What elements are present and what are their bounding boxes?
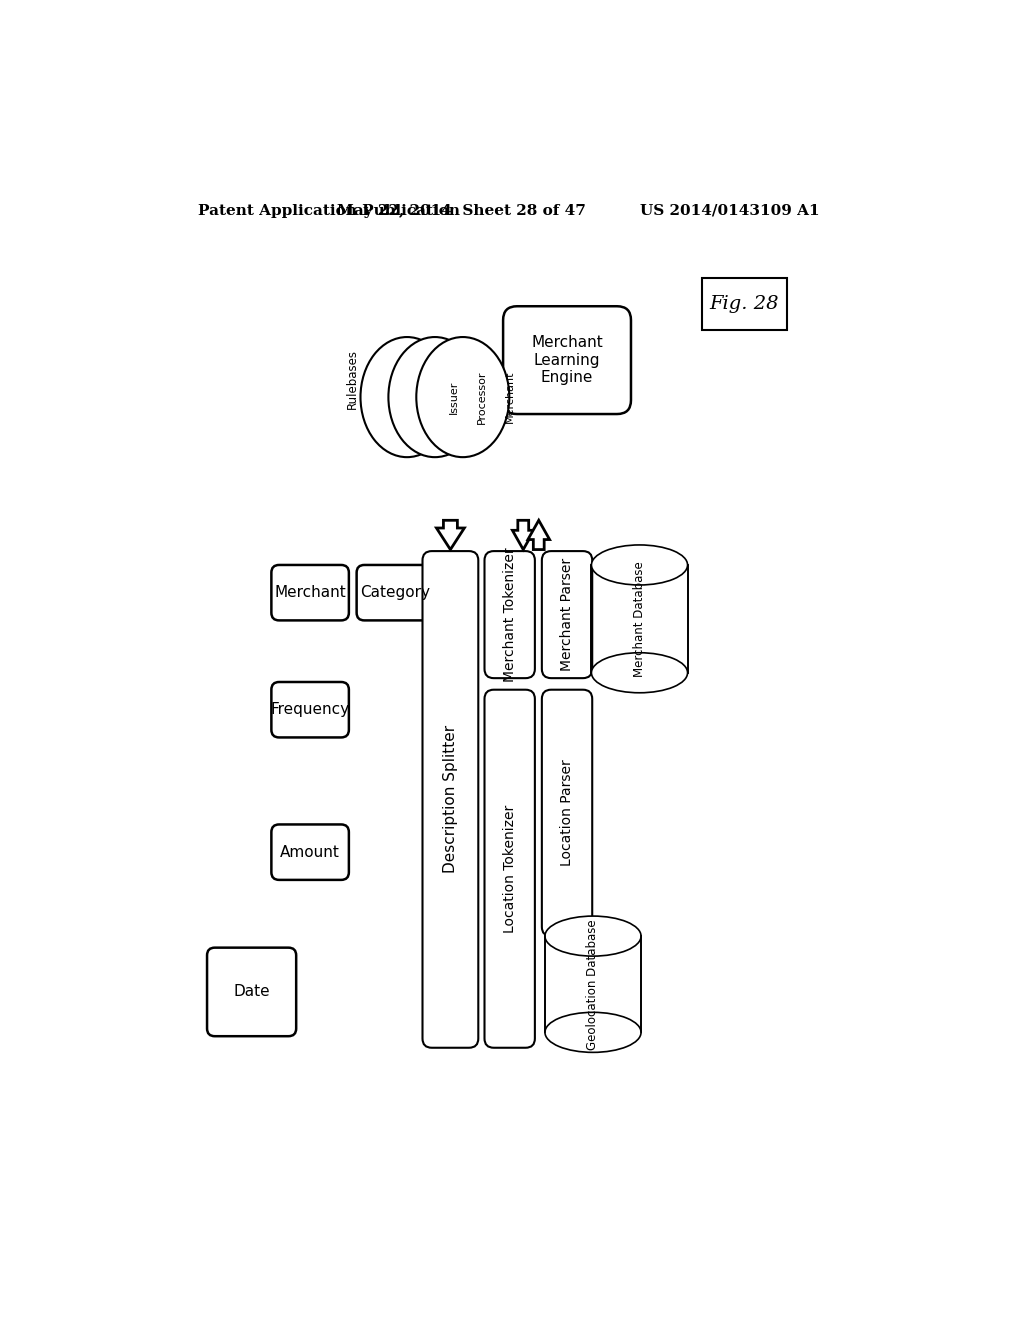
Text: Location Tokenizer: Location Tokenizer (503, 805, 517, 933)
Ellipse shape (592, 653, 687, 693)
Text: Geolocation Database: Geolocation Database (587, 919, 599, 1049)
Polygon shape (512, 520, 535, 549)
Polygon shape (545, 936, 641, 1032)
FancyBboxPatch shape (271, 825, 349, 880)
Polygon shape (592, 565, 687, 673)
Text: Amount: Amount (281, 845, 340, 859)
FancyBboxPatch shape (423, 552, 478, 1048)
Text: Merchant Database: Merchant Database (633, 561, 646, 677)
Text: Merchant
Learning
Engine: Merchant Learning Engine (531, 335, 603, 385)
Text: Merchant: Merchant (274, 585, 346, 601)
Text: Merchant: Merchant (505, 371, 515, 424)
Text: Patent Application Publication: Patent Application Publication (198, 203, 460, 218)
Ellipse shape (360, 337, 454, 457)
Text: Description Splitter: Description Splitter (443, 726, 458, 874)
Ellipse shape (388, 337, 481, 457)
FancyBboxPatch shape (701, 277, 786, 330)
Ellipse shape (545, 916, 641, 956)
Text: Merchant Tokenizer: Merchant Tokenizer (503, 548, 517, 682)
FancyBboxPatch shape (542, 552, 592, 678)
FancyBboxPatch shape (542, 689, 592, 936)
FancyBboxPatch shape (207, 948, 296, 1036)
Text: Fig. 28: Fig. 28 (710, 294, 779, 313)
FancyBboxPatch shape (484, 552, 535, 678)
FancyBboxPatch shape (356, 565, 434, 620)
Text: Rulebases: Rulebases (346, 348, 359, 409)
Text: Location Parser: Location Parser (560, 759, 574, 866)
FancyBboxPatch shape (271, 682, 349, 738)
Polygon shape (528, 520, 550, 549)
Text: Date: Date (233, 985, 270, 999)
Text: Category: Category (360, 585, 430, 601)
Text: US 2014/0143109 A1: US 2014/0143109 A1 (640, 203, 819, 218)
Text: Processor: Processor (477, 371, 486, 424)
FancyBboxPatch shape (503, 306, 631, 414)
Text: Frequency: Frequency (270, 702, 349, 717)
FancyBboxPatch shape (271, 565, 349, 620)
Text: Issuer: Issuer (449, 380, 459, 413)
Ellipse shape (592, 545, 687, 585)
Text: May 22, 2014  Sheet 28 of 47: May 22, 2014 Sheet 28 of 47 (337, 203, 586, 218)
FancyBboxPatch shape (484, 689, 535, 1048)
Polygon shape (436, 520, 464, 549)
Ellipse shape (417, 337, 509, 457)
Ellipse shape (545, 1012, 641, 1052)
Text: Merchant Parser: Merchant Parser (560, 558, 574, 671)
